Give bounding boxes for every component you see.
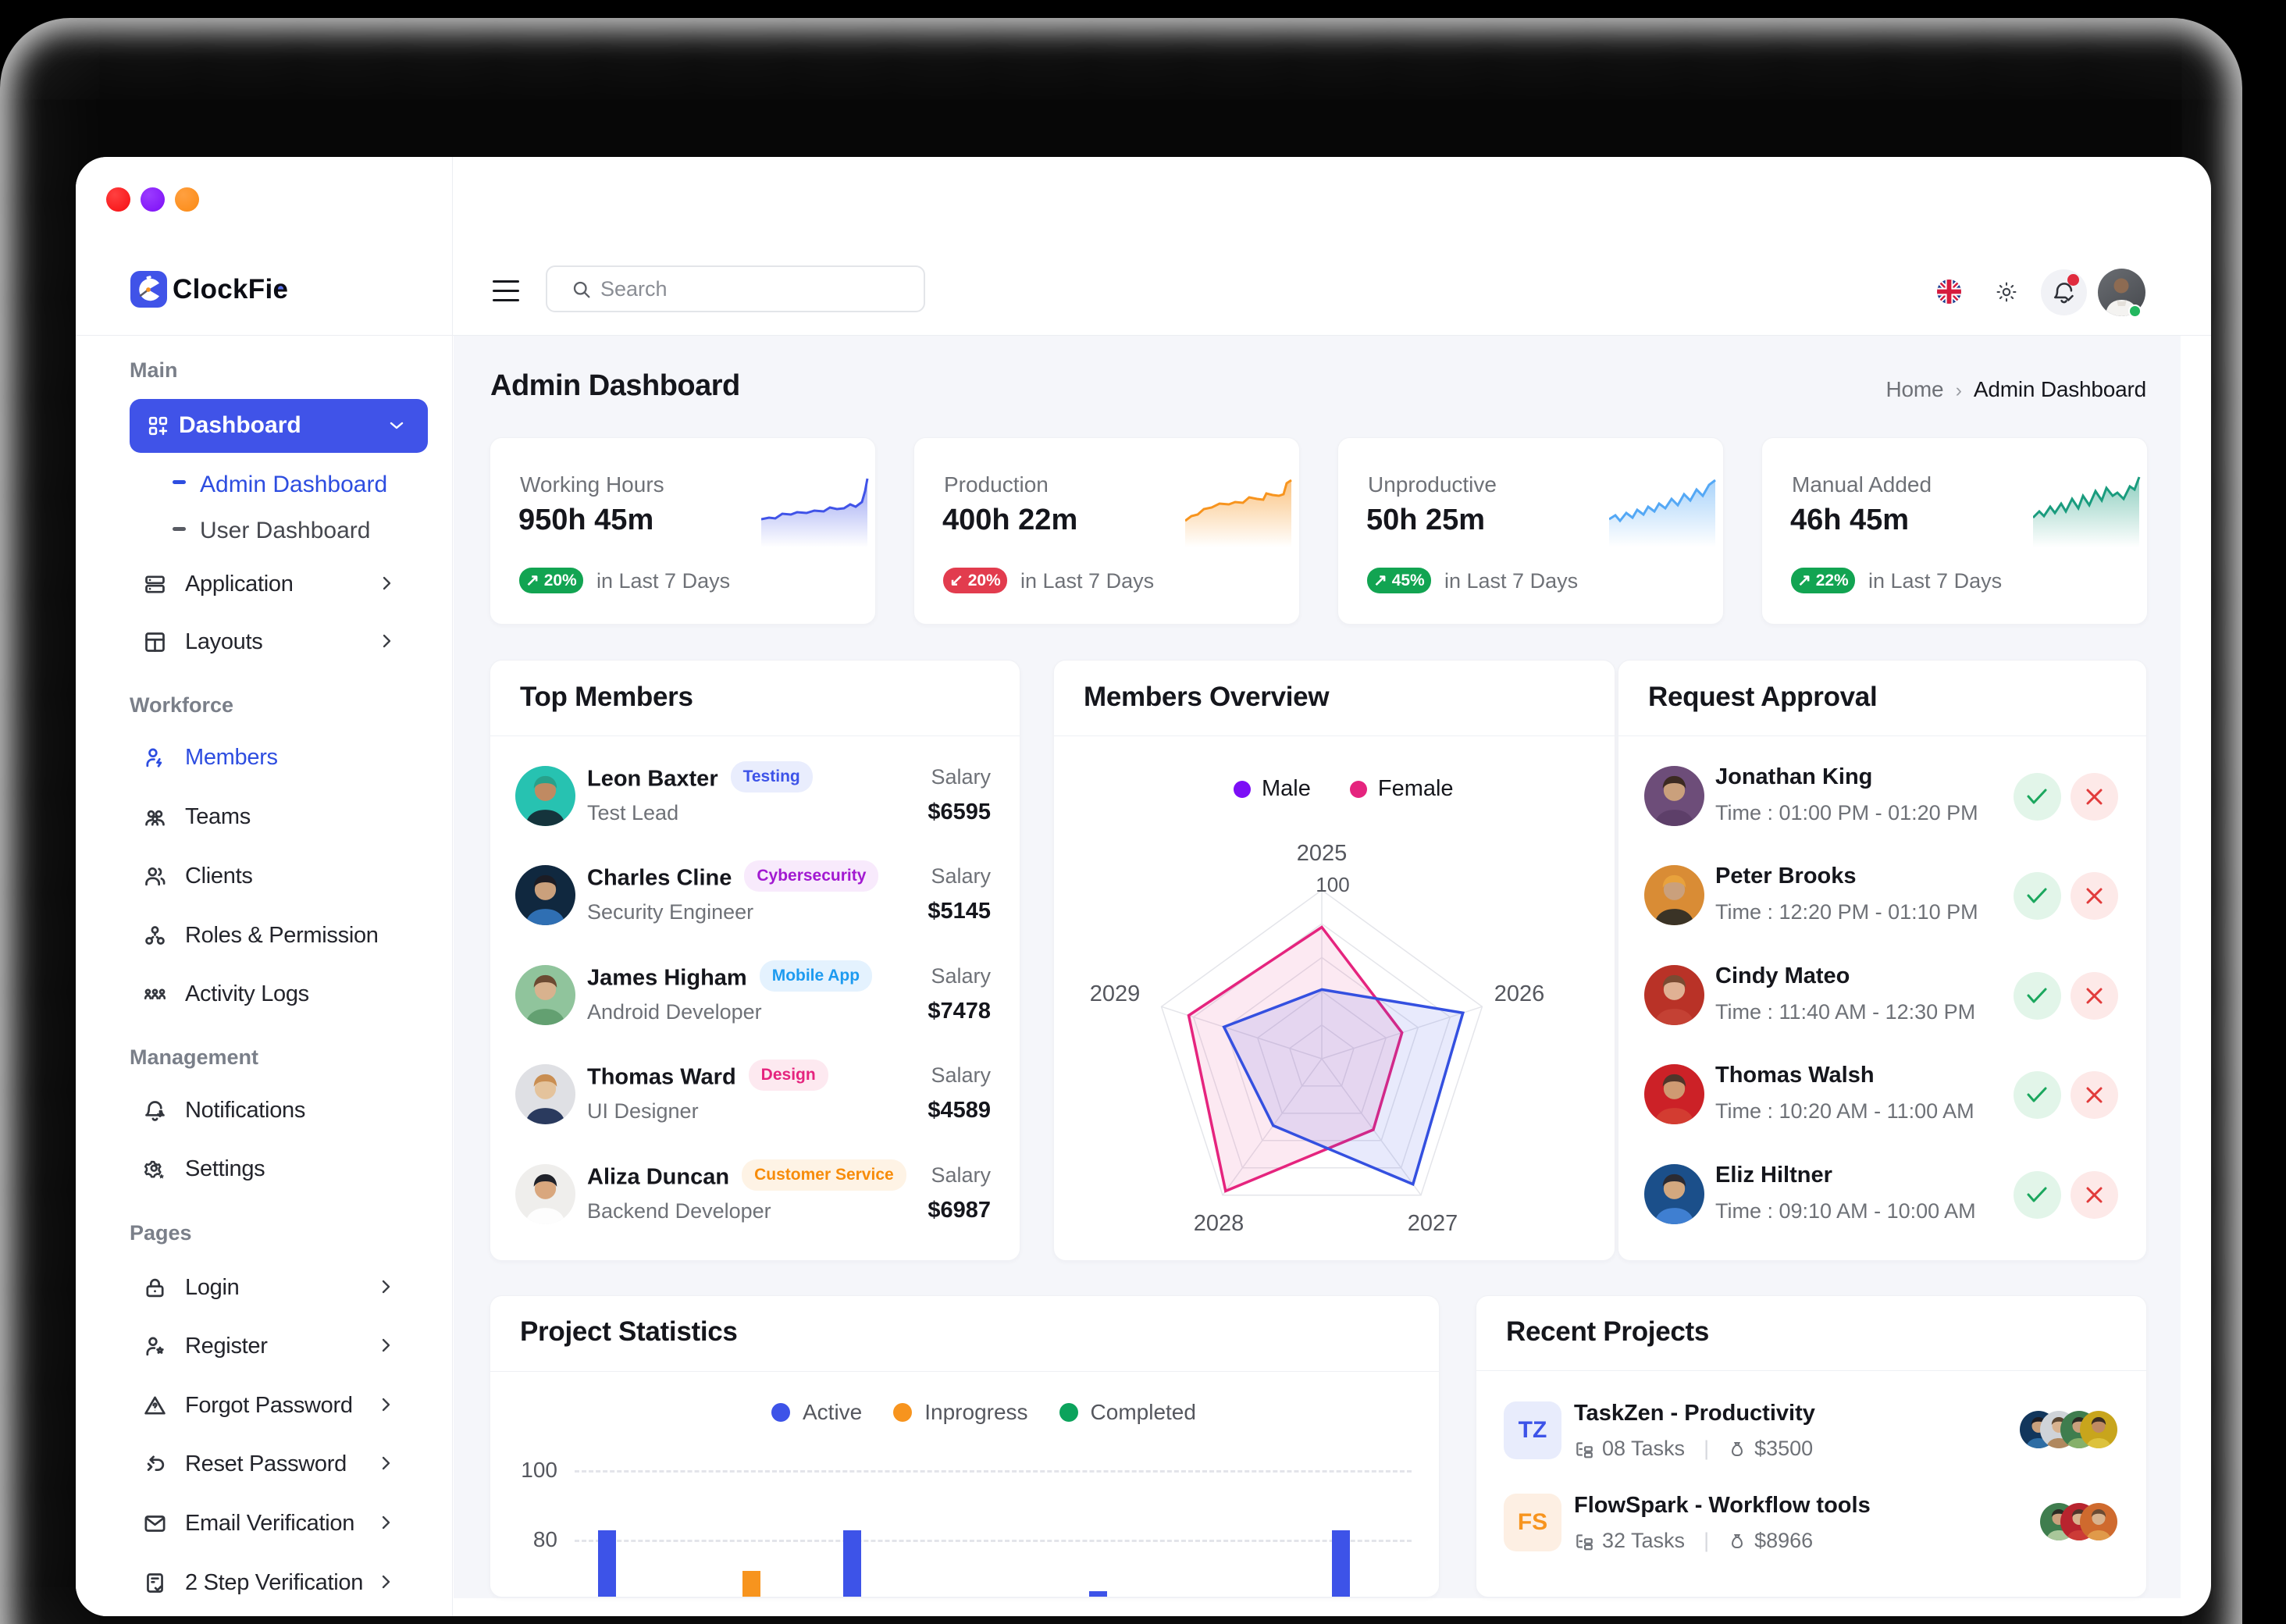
svg-text:2025: 2025 (1297, 841, 1348, 866)
svg-text:2027: 2027 (1408, 1211, 1458, 1236)
svg-text:2026: 2026 (1494, 981, 1545, 1006)
svg-text:2028: 2028 (1194, 1211, 1244, 1236)
svg-text:100: 100 (1316, 873, 1349, 896)
svg-text:2029: 2029 (1090, 981, 1141, 1006)
